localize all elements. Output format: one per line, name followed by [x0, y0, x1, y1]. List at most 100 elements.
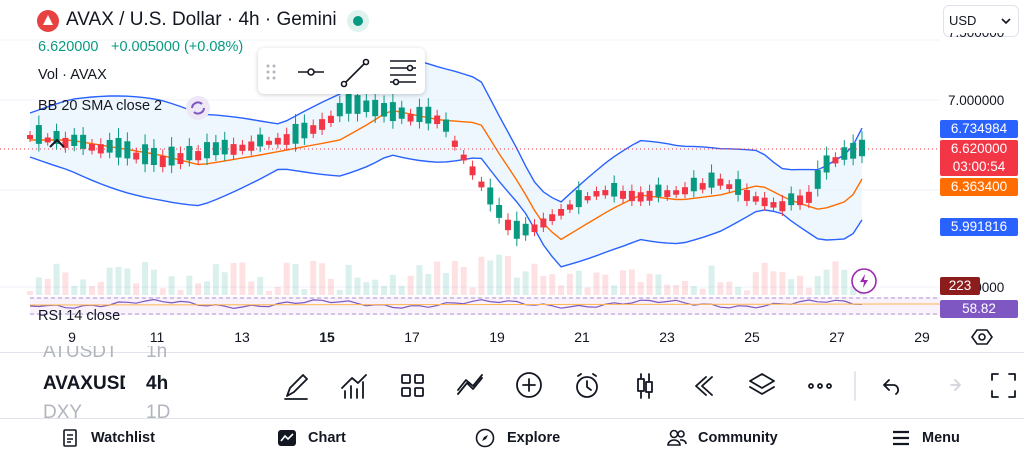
candle [850, 142, 857, 159]
watchlist-icon[interactable] [60, 428, 80, 448]
candle [504, 219, 511, 231]
volume-bar [620, 270, 627, 295]
volume-bar [549, 274, 556, 295]
candle [239, 144, 246, 151]
time-tick: 9 [68, 329, 76, 345]
volume-bar [310, 261, 317, 295]
drawing-toolbar [258, 48, 425, 94]
candle [425, 106, 432, 124]
candle [265, 140, 272, 145]
candle [62, 137, 69, 148]
candle [27, 135, 33, 139]
time-tick: 19 [489, 329, 505, 345]
candle [381, 103, 388, 117]
upper-band-label: 6.734984 [940, 120, 1018, 138]
volume-bar [584, 287, 591, 295]
nav-menu[interactable]: Menu [922, 430, 960, 446]
volume-bar [708, 265, 715, 295]
volume-bar [823, 269, 830, 295]
volume-bar [398, 285, 405, 295]
alert-button[interactable] [850, 267, 878, 295]
candle [389, 102, 396, 122]
volume-bar [71, 285, 78, 295]
price-tick: 7.500000 [948, 33, 1004, 42]
candle [354, 95, 361, 114]
candle [115, 137, 122, 158]
candle [513, 220, 520, 239]
volume-bar [35, 277, 42, 295]
candle [735, 179, 742, 195]
volume-bar [788, 279, 795, 295]
volume-bar [814, 276, 821, 295]
market-status [347, 10, 369, 32]
volume-legend: Vol · AVAX [38, 67, 107, 83]
explore-icon[interactable] [475, 428, 495, 448]
volume-bar [850, 286, 857, 295]
volume-bar [327, 278, 334, 295]
community-icon[interactable] [666, 428, 688, 448]
chart-icon[interactable] [277, 428, 297, 448]
volume-bar [681, 281, 688, 295]
volume-bar [97, 281, 104, 295]
nav-watchlist[interactable]: Watchlist [91, 430, 155, 446]
last-price: 6.620000 [38, 39, 99, 55]
volume-bar [80, 279, 87, 295]
time-tick: 29 [914, 329, 930, 345]
candle [814, 170, 821, 189]
candle [133, 152, 140, 160]
drawing-tools[interactable] [258, 48, 425, 94]
volume-bar [292, 264, 299, 295]
candle [195, 151, 202, 161]
volume-bar [443, 273, 449, 295]
volume-bar [319, 263, 326, 295]
menu-icon[interactable] [891, 429, 911, 447]
volume-bar [88, 286, 95, 295]
volume-bar [832, 261, 839, 295]
candle [230, 144, 237, 155]
candle [522, 223, 529, 236]
chart-settings[interactable] [970, 325, 994, 349]
volume-bar [504, 256, 511, 295]
avax-logo [37, 10, 59, 32]
volume-bar [611, 285, 618, 295]
volume-bar [416, 265, 423, 295]
volume-bar [212, 264, 219, 295]
bb-legend: BB 20 SMA close 2 [38, 98, 163, 114]
volume-bar [752, 272, 759, 295]
candle [531, 224, 538, 233]
basis-label: 6.363400 [940, 178, 1018, 196]
volume-bar [496, 254, 503, 295]
toolbar[interactable] [270, 366, 1024, 406]
candle [673, 190, 680, 195]
volume-bar [434, 261, 441, 295]
volume-bar [204, 281, 211, 295]
nav-community[interactable]: Community [698, 430, 778, 446]
candle [478, 181, 485, 188]
candle [212, 142, 219, 156]
volume-bar [283, 262, 290, 295]
candle [823, 155, 830, 173]
volume-bar [425, 273, 432, 295]
symbol-picker[interactable]: ATUSDT 1h AVAXUSD 4h DXY 1D [0, 346, 175, 418]
candle [142, 144, 149, 165]
candle [717, 178, 724, 186]
candle [434, 115, 441, 125]
time-tick: 11 [149, 329, 165, 345]
currency-select[interactable]: USD [943, 5, 1019, 37]
candle [177, 153, 184, 165]
collapse-legend[interactable] [45, 133, 69, 153]
candle [80, 134, 87, 149]
interval: 4h [146, 373, 169, 394]
bb-settings[interactable] [185, 95, 211, 121]
candle [292, 123, 299, 144]
candle [566, 204, 573, 210]
nav-explore[interactable]: Explore [507, 430, 561, 446]
candle [150, 147, 157, 166]
candle [841, 147, 848, 160]
candle [443, 119, 449, 132]
candle [549, 214, 556, 222]
price-change: +0.005000 (+0.08%) [111, 39, 244, 55]
volume-bar [779, 271, 786, 295]
nav-chart[interactable]: Chart [308, 430, 346, 446]
candle [699, 183, 706, 190]
